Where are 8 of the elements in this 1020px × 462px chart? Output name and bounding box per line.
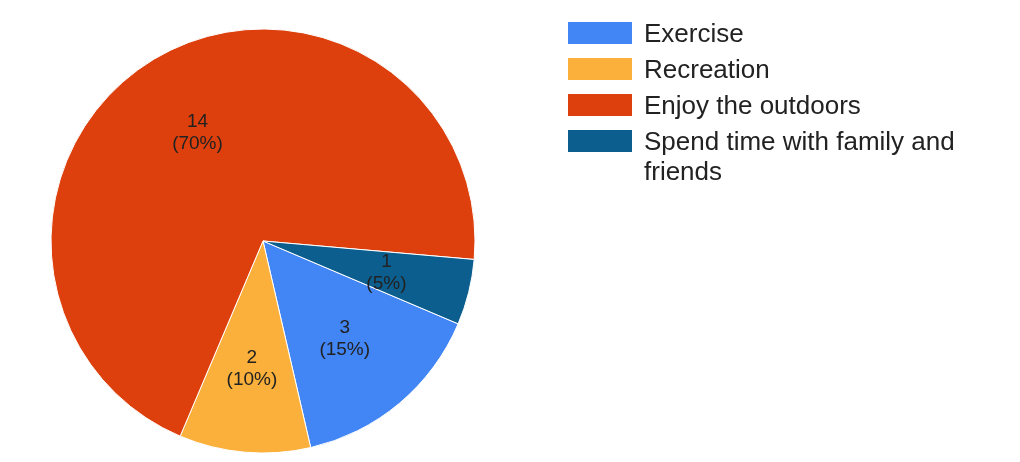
legend-label: Recreation <box>644 54 770 84</box>
data-label: 1 (5%) <box>366 249 407 293</box>
data-label: 14 (70%) <box>172 109 223 153</box>
legend-label: Enjoy the outdoors <box>644 90 861 120</box>
legend-label: Exercise <box>644 18 744 48</box>
data-label: 2 (10%) <box>226 345 278 389</box>
legend-label: Spend time with family and friends <box>644 126 956 186</box>
data-label: 3 (15%) <box>319 316 371 360</box>
